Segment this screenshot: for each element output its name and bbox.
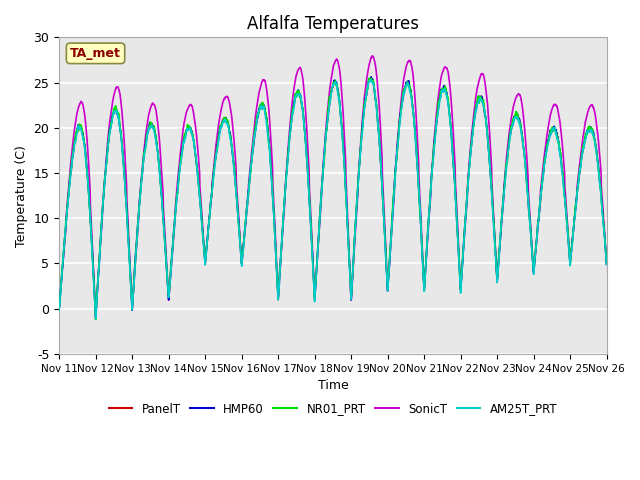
Line: NR01_PRT: NR01_PRT xyxy=(59,78,607,319)
HMP60 xyxy=(55,306,63,312)
HMP60 xyxy=(367,74,375,80)
AM25T_PRT xyxy=(426,206,433,212)
NR01_PRT xyxy=(366,75,374,81)
Line: PanelT: PanelT xyxy=(59,78,607,318)
SonicT xyxy=(603,261,611,267)
SonicT xyxy=(154,120,161,126)
SonicT xyxy=(456,268,463,274)
Line: SonicT: SonicT xyxy=(59,56,607,317)
PanelT xyxy=(312,266,320,272)
PanelT xyxy=(426,205,433,211)
AM25T_PRT xyxy=(55,307,63,313)
AM25T_PRT xyxy=(456,273,463,279)
PanelT xyxy=(367,75,375,81)
PanelT xyxy=(154,149,161,155)
PanelT xyxy=(487,176,495,181)
HMP60 xyxy=(154,148,161,154)
HMP60 xyxy=(603,262,611,267)
X-axis label: Time: Time xyxy=(317,379,348,392)
HMP60 xyxy=(456,270,463,276)
PanelT xyxy=(602,254,610,260)
HMP60 xyxy=(602,254,610,260)
Legend: PanelT, HMP60, NR01_PRT, SonicT, AM25T_PRT: PanelT, HMP60, NR01_PRT, SonicT, AM25T_P… xyxy=(104,398,562,420)
AM25T_PRT xyxy=(603,262,611,267)
SonicT xyxy=(92,314,99,320)
AM25T_PRT xyxy=(312,269,320,275)
NR01_PRT xyxy=(55,305,63,311)
SonicT xyxy=(312,269,320,275)
Line: HMP60: HMP60 xyxy=(59,77,607,318)
NR01_PRT xyxy=(487,172,495,178)
HMP60 xyxy=(426,206,433,212)
NR01_PRT xyxy=(92,316,99,322)
NR01_PRT xyxy=(312,267,320,273)
SonicT xyxy=(369,53,376,59)
Text: TA_met: TA_met xyxy=(70,47,121,60)
AM25T_PRT xyxy=(92,316,99,322)
HMP60 xyxy=(487,175,495,181)
PanelT xyxy=(55,306,63,312)
PanelT xyxy=(92,315,99,321)
NR01_PRT xyxy=(426,206,433,212)
SonicT xyxy=(426,210,433,216)
NR01_PRT xyxy=(456,272,463,278)
Title: Alfalfa Temperatures: Alfalfa Temperatures xyxy=(247,15,419,33)
NR01_PRT xyxy=(602,253,610,259)
HMP60 xyxy=(312,267,320,273)
NR01_PRT xyxy=(603,261,611,267)
SonicT xyxy=(55,305,63,311)
PanelT xyxy=(456,270,463,276)
Line: AM25T_PRT: AM25T_PRT xyxy=(59,80,607,319)
SonicT xyxy=(602,253,610,259)
NR01_PRT xyxy=(154,149,161,155)
Y-axis label: Temperature (C): Temperature (C) xyxy=(15,144,28,247)
HMP60 xyxy=(92,315,99,321)
AM25T_PRT xyxy=(487,177,495,182)
SonicT xyxy=(487,150,495,156)
AM25T_PRT xyxy=(154,149,161,155)
AM25T_PRT xyxy=(366,77,374,83)
AM25T_PRT xyxy=(602,256,610,262)
PanelT xyxy=(603,261,611,266)
